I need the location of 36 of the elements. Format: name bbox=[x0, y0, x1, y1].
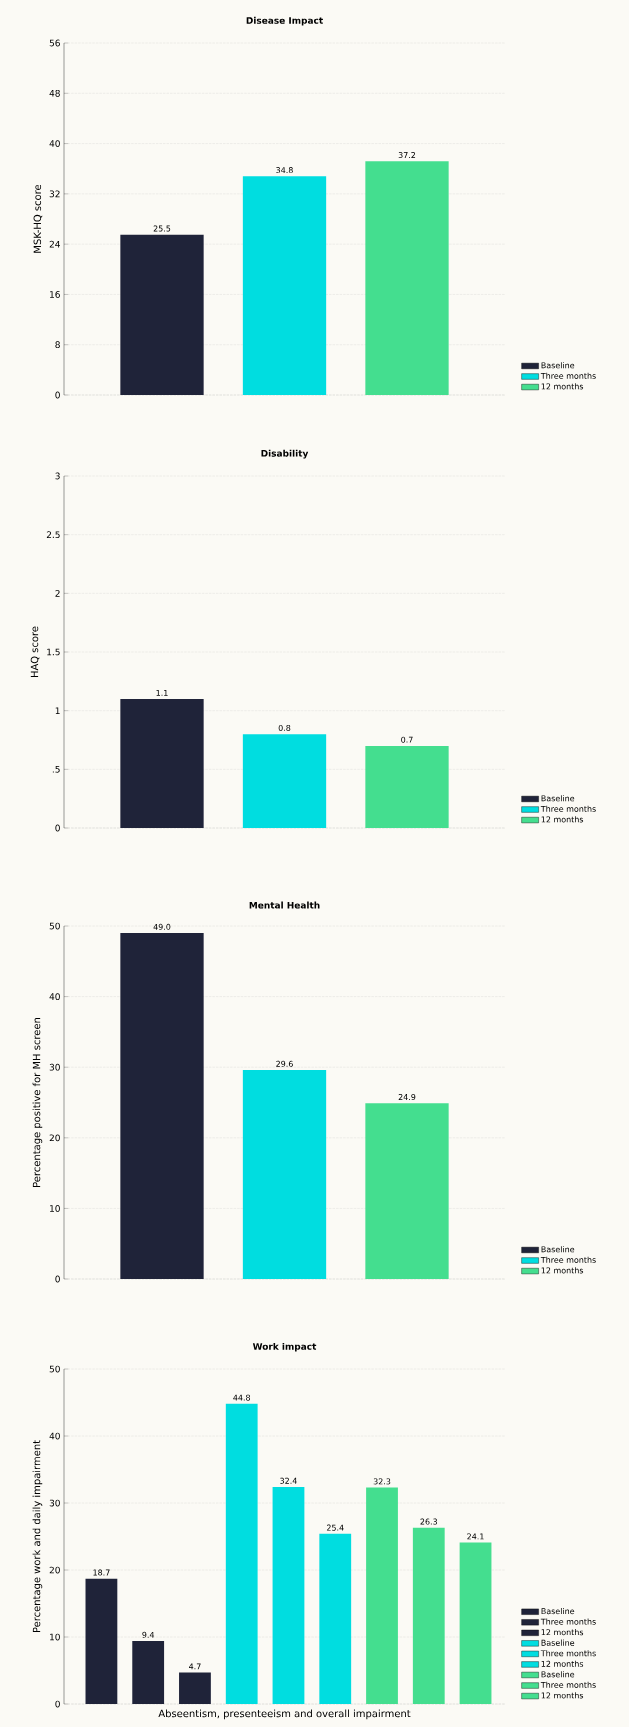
y-tick-label: 0 bbox=[55, 1275, 60, 1283]
y-tick-label: 0 bbox=[55, 1700, 60, 1708]
y-tick-label: 20 bbox=[49, 1566, 60, 1574]
y-tick-label: 2.5 bbox=[46, 531, 60, 539]
y-tick-label: 16 bbox=[50, 291, 60, 298]
y-tick-label: 50 bbox=[49, 1365, 60, 1373]
y-tick-label: 40 bbox=[49, 993, 60, 1001]
y-tick-label: 56 bbox=[49, 39, 60, 47]
y-tick-label: 10 bbox=[50, 1205, 60, 1212]
y-tick-label: 40 bbox=[49, 140, 60, 147]
y-axis-title: Percentage positive for MH screen bbox=[32, 1018, 43, 1187]
y-tick-label: 10 bbox=[50, 1633, 60, 1641]
chart-title: Disability bbox=[261, 449, 309, 459]
y-tick-label: .5 bbox=[52, 766, 60, 773]
y-tick-label: 30 bbox=[49, 1063, 60, 1071]
y-tick-label: 2 bbox=[55, 590, 60, 597]
y-tick-label: 32 bbox=[49, 190, 60, 198]
y-tick-label: 3 bbox=[55, 472, 60, 480]
y-tick-label: 1.5 bbox=[47, 648, 60, 656]
y-tick-label: 20 bbox=[49, 1134, 60, 1142]
x-axis-title: Abseentism, presenteeism and overall impairment bbox=[158, 1709, 411, 1720]
y-tick-label: 40 bbox=[49, 1432, 60, 1440]
y-tick-label: 50 bbox=[49, 922, 60, 930]
chart-title: Disease Impact bbox=[246, 16, 323, 26]
y-tick-label: 0 bbox=[55, 824, 60, 832]
y-tick-label: 30 bbox=[49, 1499, 60, 1507]
chart-title: Mental Health bbox=[249, 901, 320, 909]
y-tick-label: 24 bbox=[49, 240, 60, 248]
y-tick-label: 1 bbox=[55, 707, 60, 714]
y-axis-title: HAQ score bbox=[30, 626, 40, 677]
y-axis-title: MSK-HQ score bbox=[33, 184, 43, 253]
chart-title: Work impact bbox=[252, 1342, 317, 1352]
y-tick-label: 0 bbox=[55, 391, 60, 399]
y-tick-label: 8 bbox=[55, 341, 60, 349]
y-tick-label: 48 bbox=[49, 89, 60, 97]
y-axis-title: Percentage work and daily impairment bbox=[32, 1440, 43, 1633]
